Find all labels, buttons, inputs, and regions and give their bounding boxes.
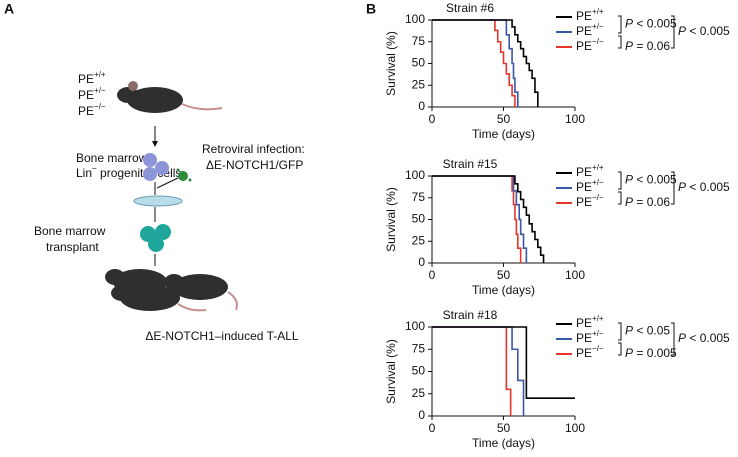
y-axis-label: Survival (%) [384,31,398,96]
panel-label: A [4,1,14,17]
bracket [618,191,622,205]
virus-icon [176,168,192,182]
x-tick-label: 0 [429,268,436,282]
y-axis-label: Survival (%) [384,187,398,252]
y-tick-label: 75 [412,34,426,48]
y-tick-label: 100 [405,319,425,333]
survival-curve [432,326,575,399]
x-tick-label: 50 [497,112,511,126]
legend-label: PE−/− [576,37,604,53]
y-tick-label: 25 [412,233,426,247]
arrow [156,177,179,189]
survival-curve [432,326,512,416]
legend-label: PE+/+ [576,7,604,23]
chart-title: Strain #18 [443,308,498,322]
y-tick-label: 100 [405,12,425,26]
p-value: P < 0.005 [625,17,677,31]
bracket [671,322,675,356]
legend-label: PE−/− [576,344,604,360]
survival-curve [432,175,528,263]
y-tick-label: 25 [412,386,426,400]
chart-title: Strain #6 [446,1,494,15]
survival-curve [432,175,522,263]
p-value: P < 0.005 [678,331,730,345]
y-tick-label: 50 [412,364,426,378]
y-tick-label: 0 [418,408,425,422]
x-tick-label: 100 [565,268,585,282]
mouse-icon [117,81,223,113]
y-tick-label: 50 [412,56,426,70]
bracket [618,35,622,49]
y-tick-label: 0 [418,255,425,269]
bracket [618,171,622,190]
label: ΔE-NOTCH1/GFP [206,158,303,172]
x-tick-label: 100 [565,112,585,126]
bracket [618,15,622,34]
transplant-cells-icon [140,224,171,252]
x-tick-label: 50 [497,421,511,435]
label: ΔE-NOTCH1–induced T-ALL [145,329,299,343]
mice-icon [105,269,238,312]
x-axis-label: Time (days) [472,436,535,450]
y-tick-label: 100 [405,168,425,182]
genotype: PE+/+ [78,70,106,86]
bracket [671,15,675,49]
dish-icon [133,195,183,207]
x-tick-label: 50 [497,268,511,282]
bracket [671,171,675,205]
legend-label: PE+/− [576,178,604,194]
y-tick-label: 0 [418,99,425,113]
p-value: P < 0.005 [678,180,730,194]
p-value: P < 0.005 [625,173,677,187]
label: Retroviral infection: [202,142,305,156]
x-axis-label: Time (days) [472,283,535,297]
y-tick-label: 50 [412,212,426,226]
x-tick-label: 0 [429,421,436,435]
cells-icon [143,153,169,181]
label: Bone marrow [76,151,148,165]
legend-label: PE−/− [576,193,604,209]
legend-label: PE+/− [576,22,604,38]
bracket [618,322,622,341]
y-tick-label: 75 [412,190,426,204]
panel-label: B [366,1,376,17]
legend-label: PE+/+ [576,314,604,330]
survival-curve [432,19,539,107]
legend-label: PE+/+ [576,163,604,179]
y-tick-label: 75 [412,341,426,355]
x-axis-label: Time (days) [472,127,535,141]
genotype: PE−/− [78,102,106,118]
y-axis-label: Survival (%) [384,339,398,404]
arrowhead [152,141,158,147]
survival-curve [432,326,525,416]
p-value: P < 0.05 [625,324,670,338]
survival-curve [432,19,519,107]
bracket [618,342,622,356]
chart-title: Strain #15 [443,157,498,171]
survival-curve [432,175,545,263]
survival-curve [432,19,516,107]
x-tick-label: 0 [429,112,436,126]
p-value: P = 0.06 [625,39,670,53]
x-tick-label: 100 [565,421,585,435]
y-tick-label: 25 [412,77,426,91]
p-value: P < 0.005 [678,24,730,38]
p-value: P = 0.06 [625,195,670,209]
label: transplant [46,240,99,254]
genotype: PE+/− [78,86,106,102]
legend-label: PE+/− [576,329,604,345]
p-value: P = 0.005 [625,346,677,360]
label: Bone marrow [34,224,106,238]
